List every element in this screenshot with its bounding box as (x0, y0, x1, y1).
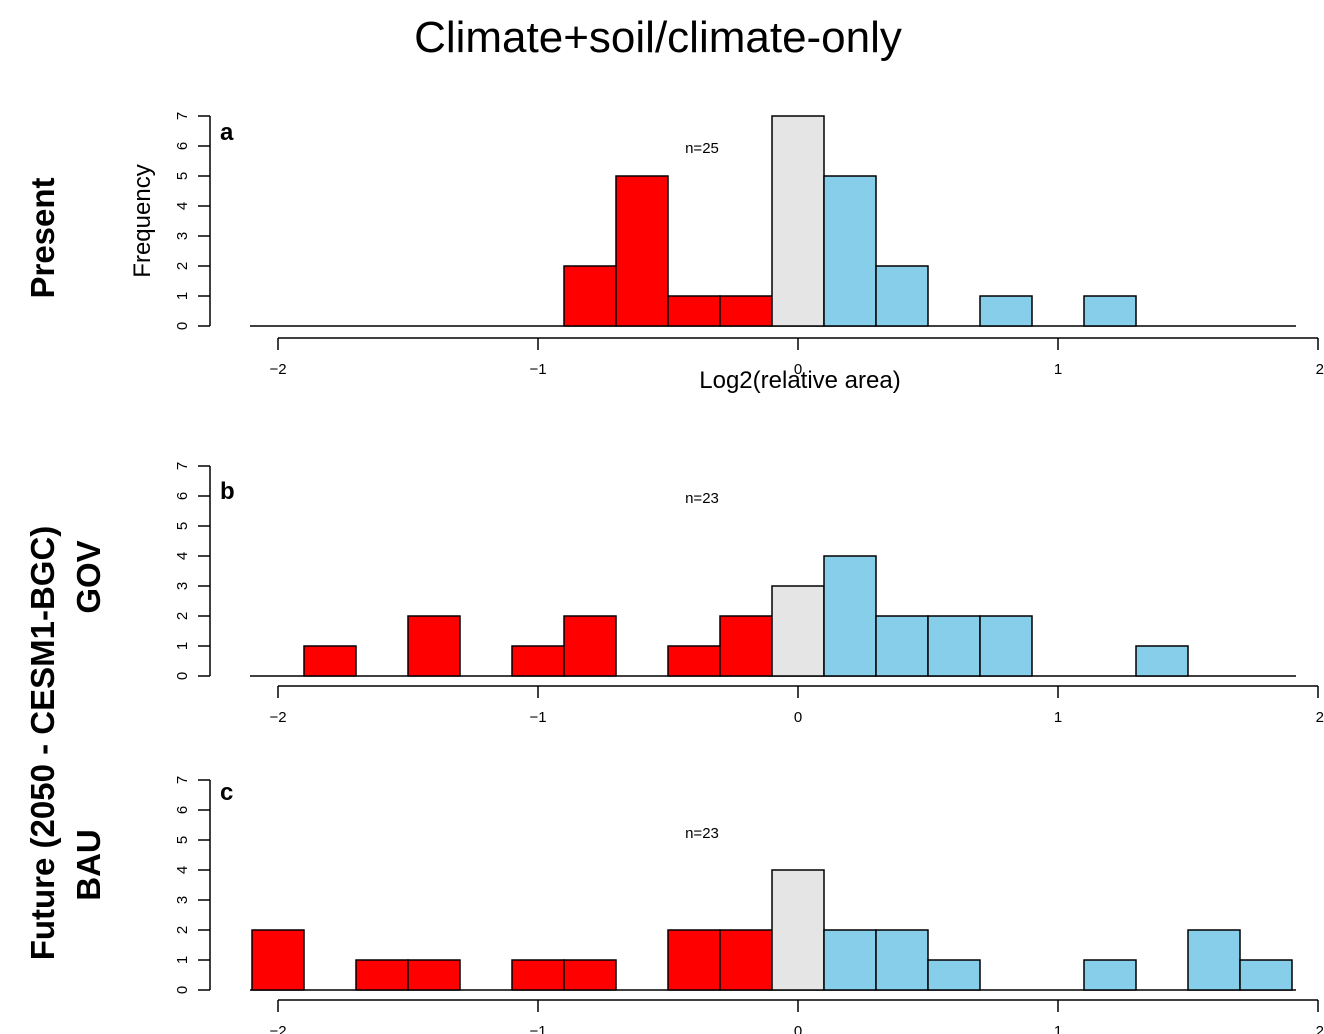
x-tick-label: −1 (529, 361, 546, 378)
histogram-bar (875, 615, 929, 677)
histogram-bar (1239, 959, 1293, 991)
y-tick-label: 1 (174, 292, 191, 300)
histogram-bar (1083, 295, 1137, 327)
y-tick-label: 7 (174, 112, 191, 120)
histogram-bar (251, 929, 305, 991)
sample-size-label: n=23 (685, 490, 719, 507)
x-tick-label: −1 (529, 1023, 546, 1034)
y-tick-label: 5 (174, 836, 191, 844)
y-tick-label: 7 (174, 776, 191, 784)
y-tick-label: 0 (174, 672, 191, 680)
panel-c: 0 1 2 3 4 5 6 7 −2 −1 0 1 2 c n=23 (174, 776, 1324, 1034)
histogram-bar (407, 615, 461, 677)
y-tick-label: 3 (174, 232, 191, 240)
histogram-bar (563, 959, 617, 991)
histogram-bar (667, 929, 721, 991)
row-label-present: Present (24, 177, 61, 298)
histogram-bar (667, 645, 721, 677)
x-tick-label: 0 (794, 361, 802, 378)
sample-size-label: n=23 (685, 825, 719, 842)
y-axis-label: Frequency (129, 164, 156, 277)
y-tick-label: 2 (174, 612, 191, 620)
histogram-bar (511, 645, 565, 677)
histogram-bar (1135, 645, 1189, 677)
histogram-bar (719, 615, 773, 677)
y-tick-label: 4 (174, 202, 191, 210)
y-tick-label: 6 (174, 806, 191, 814)
histogram-bar (979, 615, 1033, 677)
histogram-bar (1187, 929, 1241, 991)
x-tick-label: 2 (1316, 361, 1324, 378)
panel-letter: a (220, 119, 234, 146)
x-tick-label: −2 (269, 709, 286, 726)
x-tick-label: 0 (794, 709, 802, 726)
x-tick-label: 0 (794, 1023, 802, 1034)
histogram-bar (927, 615, 981, 677)
y-tick-label: 4 (174, 552, 191, 560)
histogram-bar (927, 959, 981, 991)
x-tick-label: −1 (529, 709, 546, 726)
y-tick-label: 2 (174, 262, 191, 270)
histogram-bar (303, 645, 357, 677)
y-tick-label: 6 (174, 492, 191, 500)
y-tick-label: 0 (174, 322, 191, 330)
panel-b: 0 1 2 3 4 5 6 7 −2 −1 0 1 2 b n=23 (174, 462, 1324, 726)
y-tick-label: 3 (174, 896, 191, 904)
histogram-bar (875, 265, 929, 327)
figure-title: Climate+soil/climate-only (414, 13, 902, 62)
histogram-bar (719, 295, 773, 327)
y-tick-label: 0 (174, 986, 191, 994)
y-tick-label: 3 (174, 582, 191, 590)
histogram-bar (667, 295, 721, 327)
histogram-bar (563, 265, 617, 327)
histogram-bar (823, 175, 877, 327)
y-tick-label: 5 (174, 522, 191, 530)
x-axis-label: Log2(relative area) (699, 367, 900, 394)
row-label-bau: BAU (70, 829, 107, 901)
x-tick-label: 1 (1054, 361, 1062, 378)
y-tick-label: 7 (174, 462, 191, 470)
y-tick-label: 2 (174, 926, 191, 934)
panel-a: 0 1 2 3 4 5 6 7 −2 −1 0 1 2 a n=25 Log2(relative area) F… (129, 112, 1324, 394)
histogram-bar (615, 175, 669, 327)
sample-size-label: n=25 (685, 140, 719, 157)
x-tick-label: −2 (269, 1023, 286, 1034)
panel-letter: c (220, 779, 233, 806)
histogram-bar (1083, 959, 1137, 991)
panel-letter: b (220, 478, 235, 505)
histogram-bar (511, 959, 565, 991)
histogram-bar (823, 555, 877, 677)
histogram-bar (979, 295, 1033, 327)
histogram-bar (771, 585, 825, 677)
histogram-bar (407, 959, 461, 991)
y-tick-label: 1 (174, 642, 191, 650)
histogram-bar (563, 615, 617, 677)
x-tick-label: 1 (1054, 709, 1062, 726)
y-tick-label: 1 (174, 956, 191, 964)
row-label-gov: GOV (70, 540, 107, 613)
row-label-future: Future (2050 - CESM1-BGC) (24, 526, 61, 961)
histogram-bar (771, 869, 825, 991)
histogram-bar (719, 929, 773, 991)
histogram-bar (875, 929, 929, 991)
x-tick-label: 1 (1054, 1023, 1062, 1034)
histogram-bar (823, 929, 877, 991)
y-tick-label: 4 (174, 866, 191, 874)
y-tick-label: 5 (174, 172, 191, 180)
x-tick-label: −2 (269, 361, 286, 378)
x-tick-label: 2 (1316, 709, 1324, 726)
y-tick-label: 6 (174, 142, 191, 150)
histogram-bar (771, 115, 825, 327)
x-tick-label: 2 (1316, 1023, 1324, 1034)
histogram-bar (355, 959, 409, 991)
